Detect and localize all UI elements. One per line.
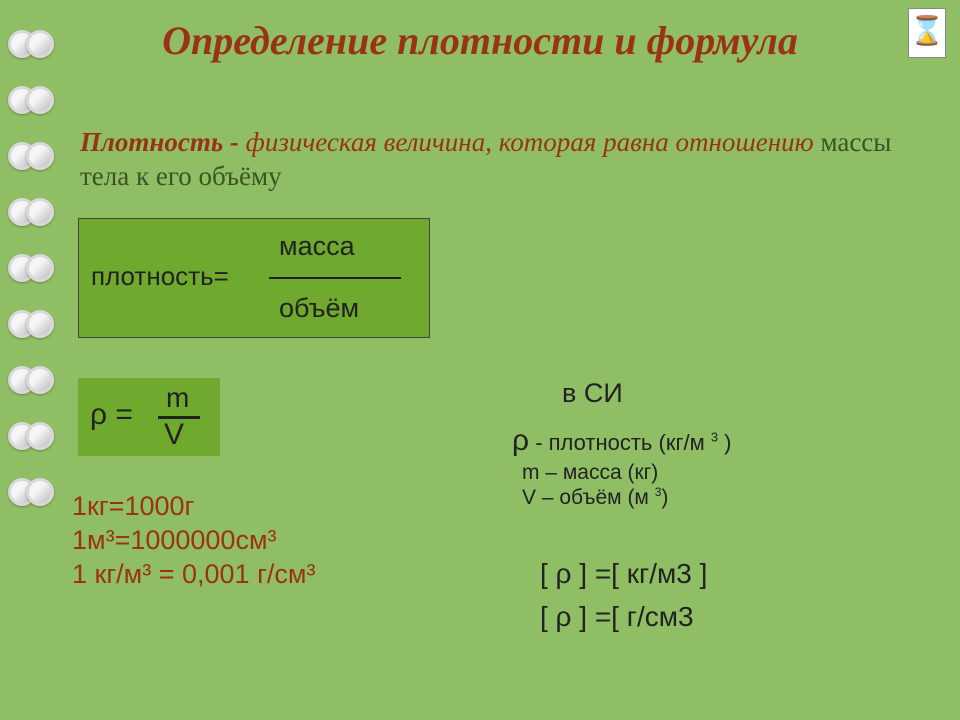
unit-line: [ ρ ] =[ кг/м3 ] <box>540 552 707 595</box>
rho-close: ) <box>718 430 731 455</box>
word-formula-lhs: плотность= <box>91 261 229 292</box>
ring-pair <box>8 422 44 450</box>
si-header: в СИ <box>562 378 623 409</box>
legend-volume-pre: V – объём (м <box>522 486 655 509</box>
rho-text: - плотность (кг/м <box>529 430 711 455</box>
ring-pair <box>8 310 44 338</box>
definition-lead: Плотность - <box>80 127 246 157</box>
conversion-line: 1м³=1000000см³ <box>72 524 492 558</box>
definition-mid2: отношению <box>675 127 813 157</box>
ring-pair <box>8 198 44 226</box>
ring-pair <box>8 142 44 170</box>
symbol-formula-numerator: m <box>166 382 189 414</box>
symbol-formula-denominator: V <box>164 418 184 452</box>
ring-pair <box>8 86 44 114</box>
unit-line: [ ρ ] =[ г/см3 <box>540 595 707 638</box>
conversion-line: 1кг=1000г <box>72 490 492 524</box>
word-formula-box: плотность= масса объём <box>78 218 430 338</box>
conversion-line: 1 кг/м³ = 0,001 г/см³ <box>72 558 492 592</box>
symbol-formula-box: ρ = m V <box>78 378 220 456</box>
ring-pair <box>8 254 44 282</box>
legend-volume: V – объём (м 3) <box>522 485 668 510</box>
definition-mid1: физическая величина, которая равна <box>246 127 676 157</box>
ring-pair <box>8 30 44 58</box>
symbol-formula-lhs: ρ = <box>90 398 133 432</box>
binder-rings <box>8 30 44 506</box>
ring-pair <box>8 478 44 506</box>
fraction-bar <box>269 277 401 279</box>
unit-conversions: 1кг=1000г 1м³=1000000см³ 1 кг/м³ = 0,001… <box>72 490 492 591</box>
variable-legend: m – масса (кг) V – объём (м 3) <box>522 460 668 510</box>
ring-pair <box>8 366 44 394</box>
legend-volume-post: ) <box>661 486 668 509</box>
word-formula-numerator: масса <box>279 231 355 262</box>
dimension-units: [ ρ ] =[ кг/м3 ] [ ρ ] =[ г/см3 <box>540 552 707 639</box>
slide-title: Определение плотности и формула <box>80 18 880 64</box>
definition-text: Плотность - физическая величина, которая… <box>80 126 900 194</box>
legend-mass: m – масса (кг) <box>522 460 668 485</box>
hourglass-icon: ⌛ <box>908 8 946 58</box>
word-formula-denominator: объём <box>279 293 359 324</box>
rho-definition: ρ - плотность (кг/м 3 ) <box>512 424 732 458</box>
rho-symbol: ρ <box>512 424 529 457</box>
rho-sup: 3 <box>711 430 718 445</box>
